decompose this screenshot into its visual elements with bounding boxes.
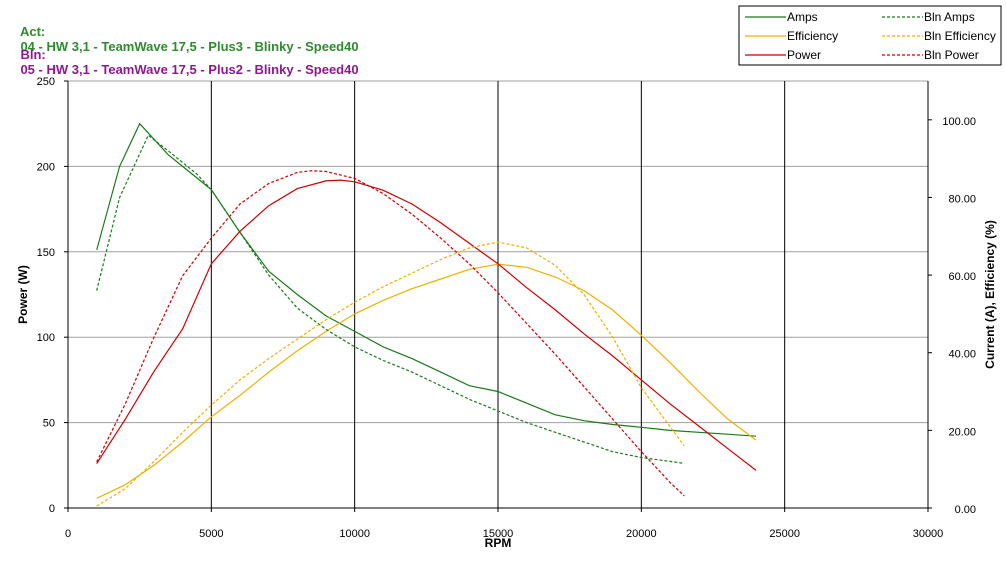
- series-line-efficiency: [96, 263, 757, 499]
- legend: Amps Efficiency Power Bln Amps Bln Efficienc…: [738, 5, 1002, 66]
- act-header: Act: 04 - HW 3,1 - TeamWave 17,5 - Plus3…: [6, 9, 359, 69]
- y-right-tick-label: 100.00: [942, 116, 976, 128]
- series-line-bln-efficiency: [96, 241, 685, 507]
- x-tick-label: 20000: [626, 528, 657, 540]
- act-label: Act:: [19, 24, 46, 39]
- act-text: 04 - HW 3,1 - TeamWave 17,5 - Plus3 - Bl…: [20, 39, 359, 54]
- y-right-tick-label: 40.00: [948, 349, 976, 361]
- x-tick-label: 25000: [769, 528, 800, 540]
- bln-label: Bln:: [20, 47, 46, 62]
- series-lines: [96, 122, 757, 507]
- x-tick-label: 0: [65, 528, 71, 540]
- legend-label: Efficiency: [787, 29, 838, 43]
- x-axis-title: RPM: [485, 536, 512, 550]
- y-left-tick-label: 150: [37, 247, 55, 259]
- grid-lines: [68, 80, 928, 508]
- legend-label: Bln Efficiency: [924, 29, 996, 43]
- bln-text: 05 - HW 3,1 - TeamWave 17,5 - Plus2 - Bl…: [20, 62, 359, 77]
- y-right-tick-label: 80.00: [948, 193, 976, 205]
- bln-header: Bln: 05 - HW 3,1 - TeamWave 17,5 - Plus2…: [6, 32, 359, 92]
- y-left-tick-label: 50: [43, 418, 55, 430]
- y-right-axis-title: Current (A), Efficiency (%): [983, 220, 997, 369]
- y-right-tick-label: 60.00: [948, 271, 976, 283]
- y-left-tick-label: 200: [37, 161, 55, 173]
- legend-label: Bln Amps: [924, 10, 975, 24]
- series-line-bln-amps: [96, 134, 685, 464]
- legend-label: Amps: [787, 10, 818, 24]
- x-tick-label: 5000: [199, 528, 223, 540]
- y-left-axis-title: Power (W): [16, 265, 30, 324]
- x-tick-label: 10000: [339, 528, 370, 540]
- y-right-tick-label: 0.00: [955, 504, 976, 516]
- legend-label: Power: [787, 48, 821, 62]
- series-line-amps: [96, 122, 757, 437]
- y-left-tick-label: 100: [37, 332, 55, 344]
- axes: 0 5000 10000 15000 20000 25000 30000 0 50 100 150 2…: [37, 76, 976, 540]
- y-right-tick-label: 20.00: [948, 426, 976, 438]
- x-tick-label: 30000: [913, 528, 944, 540]
- y-left-tick-label: 0: [49, 503, 55, 515]
- legend-label: Bln Power: [924, 48, 979, 62]
- x-tick-label: 15000: [483, 528, 514, 540]
- series-line-bln-power: [96, 170, 685, 497]
- series-line-power: [96, 179, 757, 471]
- y-left-tick-label: 250: [37, 76, 55, 88]
